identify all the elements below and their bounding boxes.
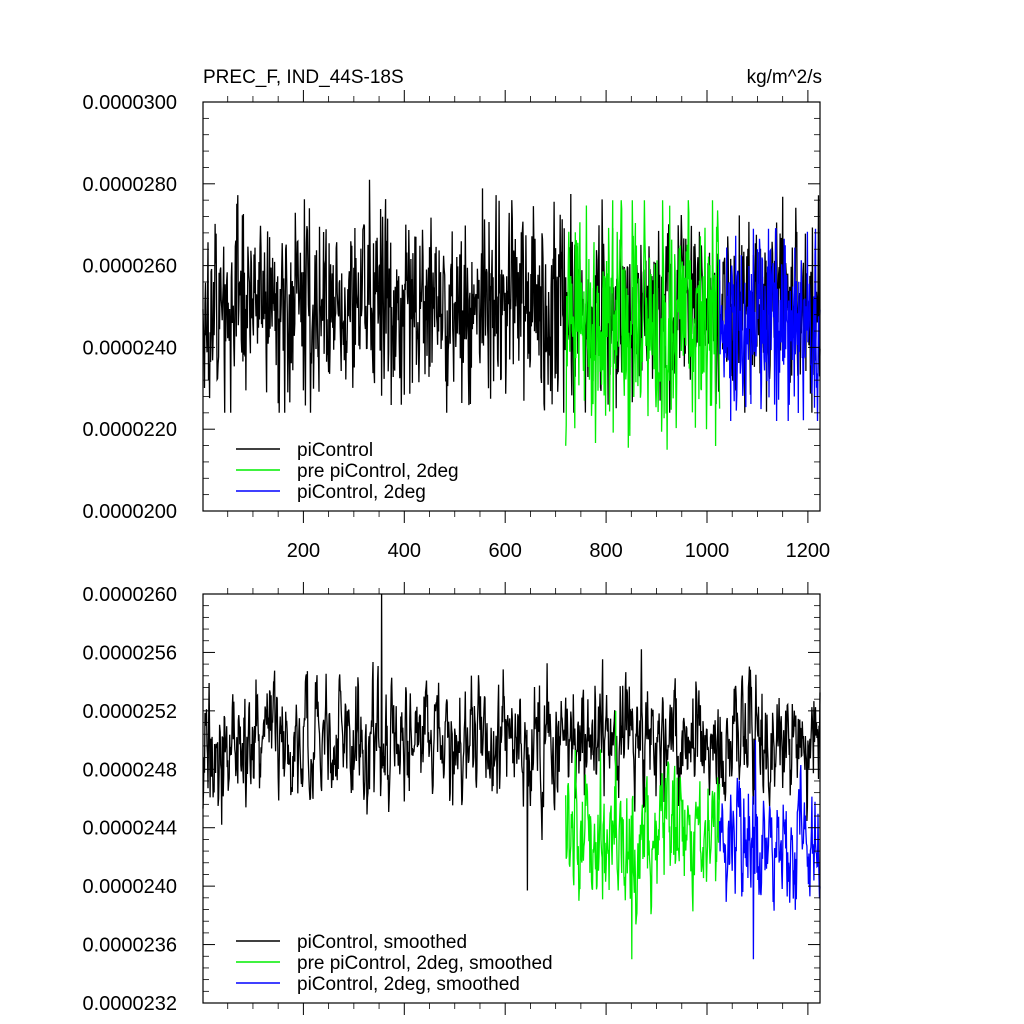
legend-label: pre piControl, 2deg [297,461,459,482]
x-tick-label: 400 [388,540,421,562]
chart-title: PREC_F, IND_44S-18S [203,67,404,88]
y-tick-label: 0.0000232 [82,993,177,1015]
series-line [565,710,721,960]
smoothed-precip-panel: 0.0000260 0.0000256 0.0000252 0.0000248 0.00… [82,582,821,1015]
tick-group: 0.0000300 0.0000280 0.0000260 0.0000240 0.00… [82,90,830,562]
y-tick-label: 0.0000240 [82,876,177,898]
y-tick-label: 0.0000236 [82,935,177,957]
y-tick-label: 0.0000280 [82,174,177,196]
tick-group: 0.0000260 0.0000256 0.0000252 0.0000248 0.00… [82,582,820,1015]
y-tick-label: 0.0000260 [82,256,177,278]
y-tick-label: 0.0000256 [82,642,177,664]
series-line [718,740,821,960]
x-tick-label: 200 [287,540,320,562]
series-line [565,200,721,450]
y-tick-label: 0.0000244 [82,818,177,840]
legend-label: pre piControl, 2deg, smoothed [297,953,553,974]
y-tick-label: 0.0000252 [82,701,177,723]
series-group [202,593,821,960]
y-tick-label: 0.0000200 [82,501,177,523]
y-tick-label: 0.0000220 [82,419,177,441]
legend-label: piControl [297,440,373,461]
x-tick-label: 1000 [685,540,730,562]
y-tick-label: 0.0000260 [82,584,177,606]
units-label: kg/m^2/s [747,67,822,88]
legend-label: piControl, 2deg [297,482,426,503]
x-tick-label: 800 [589,540,622,562]
x-tick-label: 1200 [786,540,831,562]
series-line [202,179,821,413]
plot-frame [202,593,821,1004]
x-tick-label: 600 [489,540,522,562]
plot-frame [202,101,821,512]
y-tick-label: 0.0000248 [82,759,177,781]
series-line [718,228,821,422]
series-group [202,179,821,450]
precip-panel: PREC_F, IND_44S-18S kg/m^2/s 0.00003000.… [82,67,830,562]
series-line [202,593,821,891]
legend-label: piControl, smoothed [297,932,467,953]
legend-label: piControl, 2deg, smoothed [297,974,520,995]
y-tick-label: 0.0000240 [82,337,177,359]
y-tick-label: 0.0000300 [82,92,177,114]
